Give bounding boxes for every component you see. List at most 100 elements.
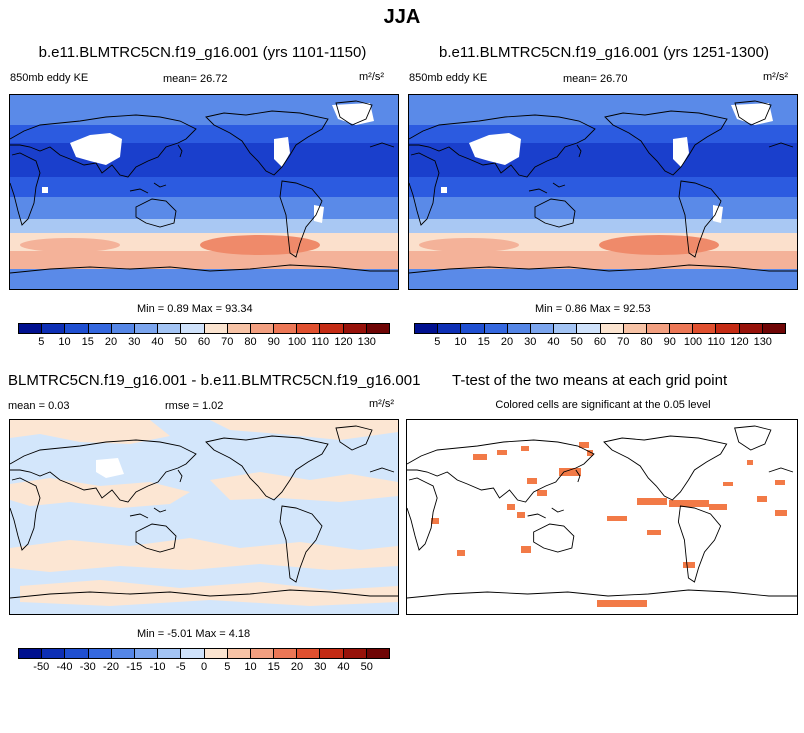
- coastline: [369, 467, 395, 473]
- colorbar-swatch: [250, 649, 275, 658]
- colorbar-swatch: [297, 649, 321, 658]
- colorbar-swatch: [320, 649, 344, 658]
- panel1-map: [9, 94, 399, 290]
- colorbar-swatch: [158, 649, 182, 658]
- colorbar-swatch: [320, 324, 344, 333]
- colorbar-tick-label: 10: [58, 336, 71, 348]
- positive-difference-region: [10, 478, 190, 508]
- positive-difference-region: [210, 420, 398, 440]
- masked-region: [70, 133, 122, 165]
- panel2-colorbar: [414, 323, 786, 334]
- coastline: [10, 264, 398, 274]
- colorbar-swatch: [274, 649, 298, 658]
- coastline: [528, 188, 548, 194]
- field-band: [10, 269, 398, 289]
- colorbar-tick-label: -10: [149, 661, 166, 673]
- positive-difference-region: [210, 472, 398, 502]
- colorbar-tick-label: 30: [524, 336, 537, 348]
- masked-region: [469, 133, 521, 165]
- significant-cell: [637, 498, 667, 505]
- page-title: JJA: [383, 6, 421, 28]
- coastline: [129, 513, 149, 519]
- coastline: [10, 152, 41, 226]
- colorbar-swatch: [739, 324, 763, 333]
- colorbar-tick-label: 40: [547, 336, 560, 348]
- colorbar-tick-label: -30: [79, 661, 96, 673]
- significant-cell: [521, 546, 531, 553]
- colorbar-swatch: [227, 324, 251, 333]
- colorbar-swatch: [530, 324, 555, 333]
- colorbar-tick-label: 20: [290, 661, 304, 673]
- colorbar-tick-label: 15: [477, 336, 490, 348]
- coastlines: [10, 100, 398, 274]
- coastlines: [409, 100, 797, 274]
- colorbar-tick-label: 15: [81, 336, 94, 348]
- panel1-units: m²/s²: [359, 71, 385, 83]
- masked-region: [673, 137, 689, 167]
- coastline: [407, 477, 438, 551]
- masked-region: [441, 187, 447, 193]
- panel3-rmse-value: 1.02: [202, 400, 224, 412]
- colorbar-swatch: [134, 324, 159, 333]
- significant-cell: [709, 504, 727, 510]
- panel4-subtitle: Colored cells are significant at the 0.0…: [495, 399, 711, 411]
- coastline: [409, 264, 797, 274]
- masked-region: [713, 205, 723, 223]
- colorbar-tick-label: 10: [244, 661, 257, 673]
- colorbar-tick-label: 50: [174, 336, 187, 348]
- significant-cell: [723, 482, 733, 486]
- field-band: [10, 177, 398, 197]
- colorbar-swatch: [204, 649, 228, 658]
- panel3-max: 4.18: [228, 628, 251, 640]
- coastline: [734, 425, 772, 451]
- colorbar-swatch: [111, 324, 135, 333]
- panel2-colorbar-ticks: 5 10 15 20 30 40 50 60 70 80 90 100 110 120 130: [414, 336, 786, 350]
- colorbar-swatch: [484, 324, 508, 333]
- colorbar-tick-label: 40: [151, 336, 164, 348]
- panel1-mean-value: 26.72: [200, 73, 228, 85]
- field-band: [10, 197, 398, 219]
- colorbar-tick-label: -15: [126, 661, 143, 673]
- colorbar-tick-label: 120: [334, 336, 353, 348]
- field-band: [10, 143, 398, 177]
- coastline: [407, 439, 595, 503]
- field-band: [20, 238, 120, 252]
- coastline: [551, 507, 564, 513]
- colorbar-swatch: [366, 649, 389, 658]
- coastline: [527, 513, 546, 519]
- significant-cell: [775, 510, 787, 516]
- panel2-minmax: Min = 0.86 Max = 92.53: [535, 303, 651, 315]
- field-band: [419, 238, 519, 252]
- coastline: [205, 435, 329, 501]
- coastline: [575, 469, 581, 483]
- coastline: [205, 110, 329, 176]
- colorbar-swatch: [297, 324, 321, 333]
- coastlines: [10, 425, 398, 599]
- colorbar-swatch: [507, 324, 531, 333]
- colorbar-tick-label: 110: [311, 336, 330, 348]
- colorbar-swatch: [250, 324, 275, 333]
- panel3-colorbar-ticks: -50 -40 -30 -20 -15 -10 -5 0 5 10 15 20 30 40 50: [18, 661, 390, 675]
- panel2-min: 0.86: [565, 303, 587, 315]
- colorbar-tick-label: -5: [175, 661, 186, 673]
- colorbar-tick-label: 30: [314, 661, 327, 673]
- colorbar-swatch: [716, 324, 740, 333]
- colorbar-swatch: [204, 324, 228, 333]
- colorbar-swatch: [343, 649, 367, 658]
- coastline: [129, 188, 149, 194]
- panel3-units: m²/s²: [369, 398, 395, 410]
- masked-region: [274, 137, 290, 167]
- panel1-colorbar: [18, 323, 390, 334]
- panel1-min: 0.89: [167, 303, 189, 315]
- significant-cell: [431, 518, 439, 524]
- coastline: [409, 114, 596, 178]
- significant-cell: [527, 478, 537, 484]
- panel2-variable: 850mb eddy KE: [409, 72, 488, 84]
- coastline: [135, 523, 177, 553]
- colorbar-tick-label: 20: [104, 336, 118, 348]
- coastline: [335, 425, 373, 451]
- coastline: [369, 142, 395, 148]
- coastline: [279, 505, 323, 583]
- masked-region: [314, 205, 324, 223]
- field-band: [409, 177, 797, 197]
